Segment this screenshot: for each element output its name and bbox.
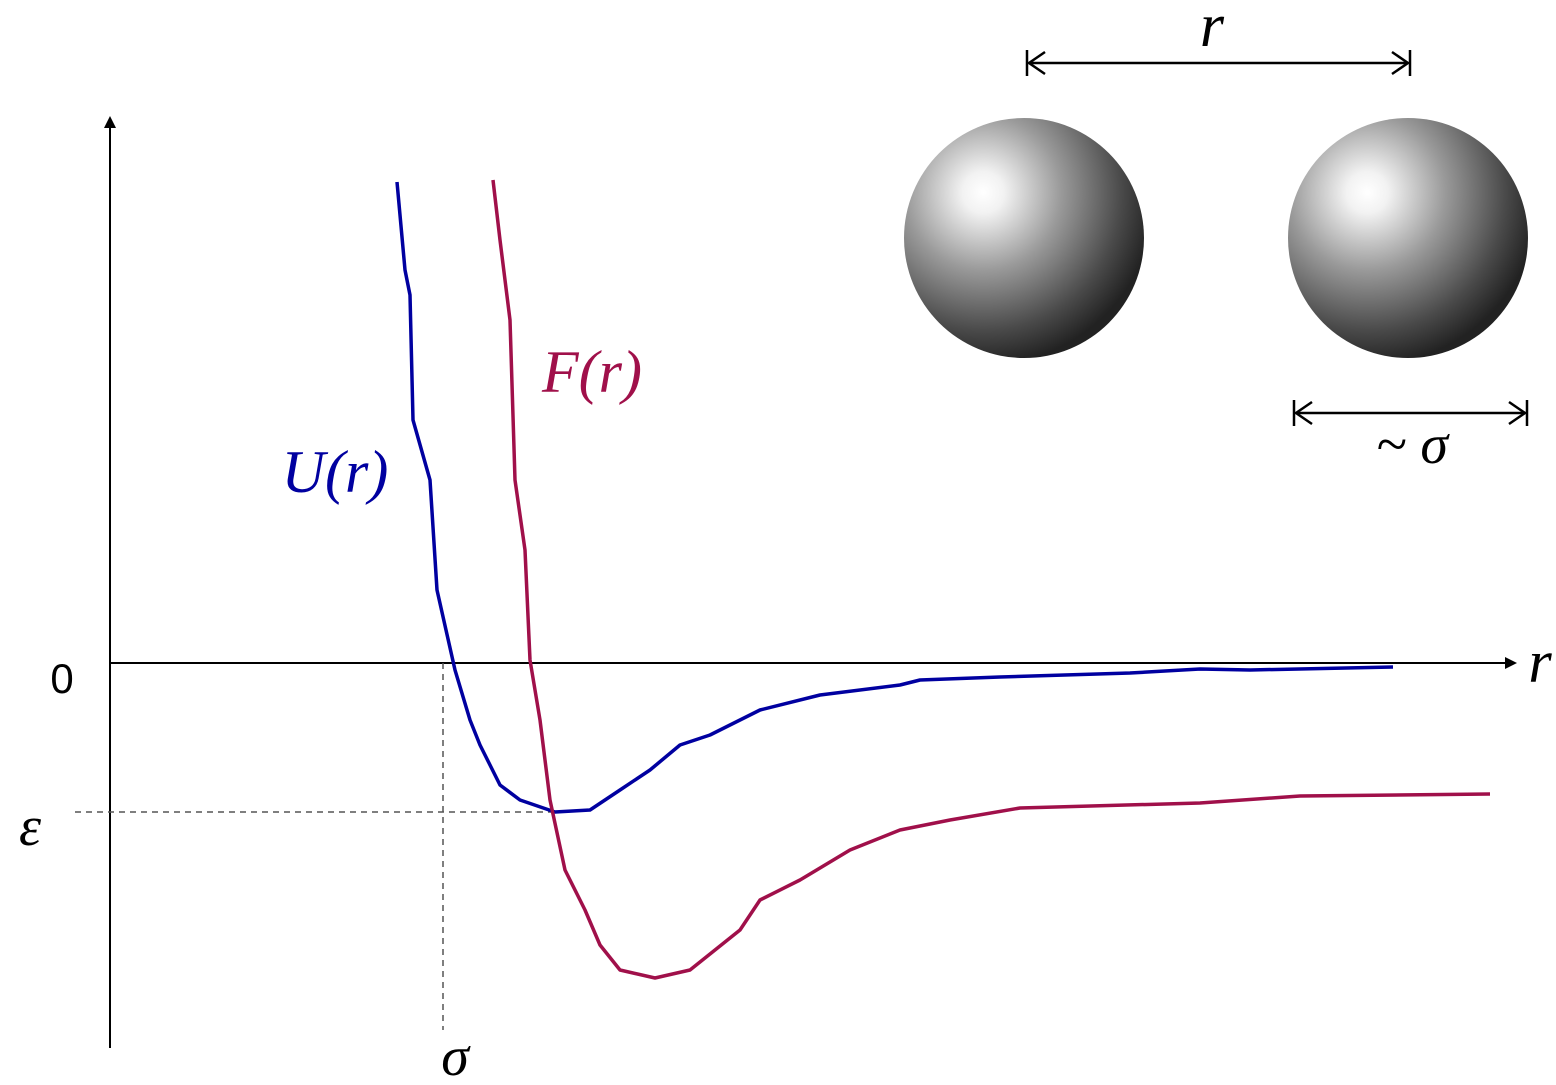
potential-label: U(r)	[282, 439, 389, 505]
x-axis-label: r	[1528, 629, 1552, 695]
sigma-label: σ	[441, 1026, 471, 1085]
potential-curve	[397, 182, 1393, 812]
page: 0 r ε σ U(r) F(r) r ~ σ (() => { const d…	[0, 0, 1556, 1085]
zero-label: 0	[50, 655, 73, 702]
diagram: 0 r ε σ U(r) F(r) r ~ σ	[0, 0, 1556, 1085]
epsilon-label: ε	[19, 796, 42, 858]
sphere	[1288, 118, 1528, 358]
distance-label: r	[1200, 0, 1225, 60]
sphere	[904, 118, 1144, 358]
force-label: F(r)	[541, 339, 642, 405]
diameter-label: ~ σ	[1376, 414, 1450, 476]
